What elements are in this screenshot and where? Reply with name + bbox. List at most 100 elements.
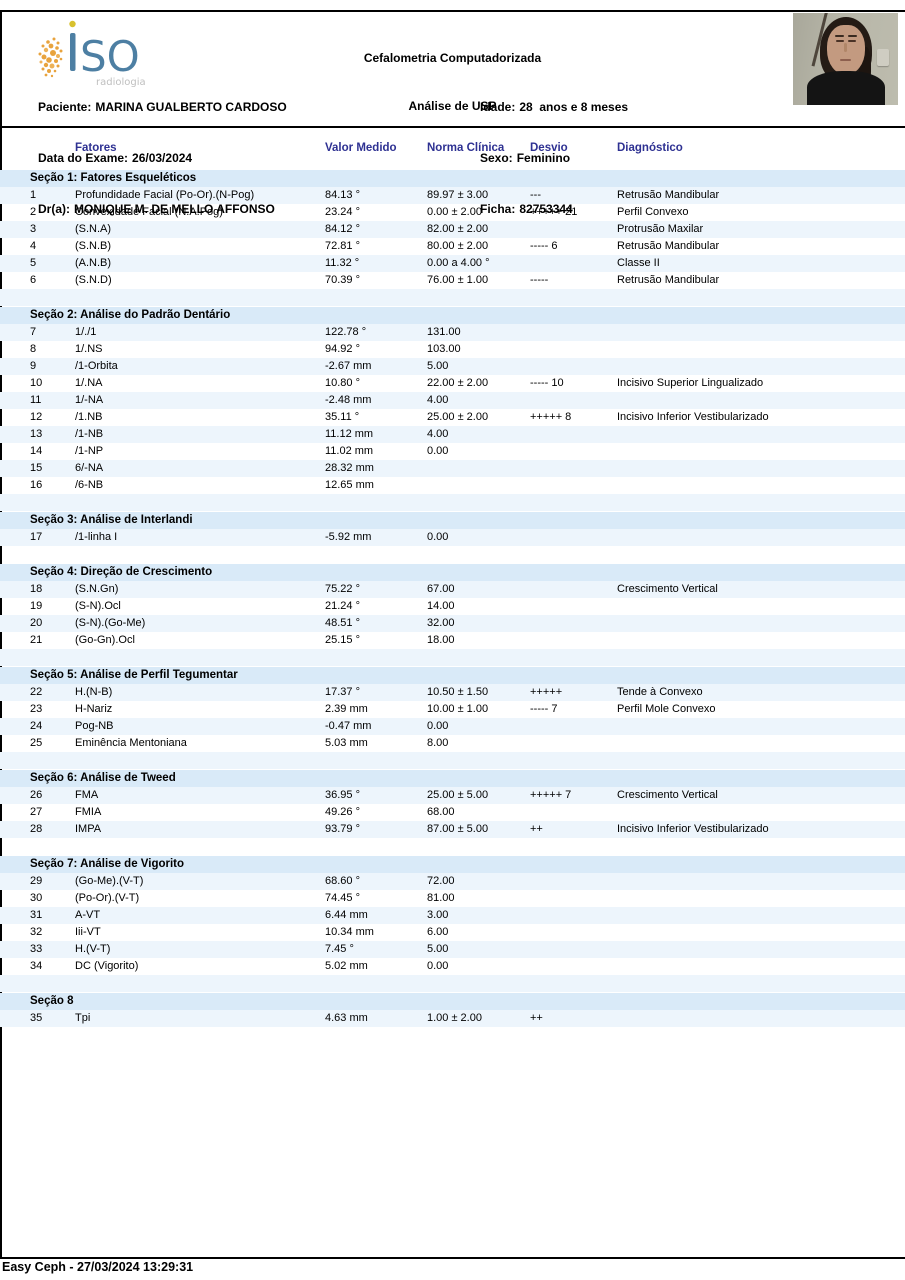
diagnosis-text (617, 443, 905, 460)
row-number: 11 (30, 394, 42, 406)
table-row: 33 H.(V-T) 7.45 ° 5.00 (0, 941, 905, 958)
age-line: Idade: 28 anos e 8 meses (480, 99, 628, 116)
factor-name: /1.NB (75, 411, 103, 423)
measured-value: 2.39 mm (325, 703, 368, 715)
table-section: Seção 5: Análise de Perfil Tegumentar 22 H… (0, 667, 905, 769)
measured-value: 7.45 ° (325, 943, 354, 955)
deviation-value (530, 615, 617, 632)
clinical-norm: 0.00 ± 2.00 (427, 206, 482, 218)
blank-spacer-row (0, 838, 905, 855)
clinical-norm: 72.00 (427, 875, 455, 887)
deviation-value (530, 358, 617, 375)
deviation-value (530, 958, 617, 975)
clinical-norm: 32.00 (427, 617, 455, 629)
row-number: 28 (30, 823, 43, 835)
table-header-row: Fatores Valor Medido Norma Clínica Desvi… (0, 140, 905, 157)
section-title: Seção 2: Análise do Padrão Dentário (0, 307, 905, 324)
diagnosis-text (617, 718, 905, 735)
measured-value: 35.11 ° (325, 411, 360, 423)
factor-name: Tpi (75, 1012, 91, 1024)
doctor-line: Dr(a): MONIQUE M. DE MELLO AFFONSO (38, 201, 287, 218)
report-title-line1: Cefalometria Computadorizada (363, 51, 542, 65)
table-row: 24 Pog-NB -0.47 mm 0.00 (0, 718, 905, 735)
deviation-value (530, 255, 617, 272)
left-border-rule (0, 10, 2, 1258)
diagnosis-text: Retrusão Mandibular (617, 189, 720, 201)
factor-name: Eminência Mentoniana (75, 737, 187, 749)
factor-name: A-VT (75, 909, 101, 921)
factor-name: (Go-Gn).Ocl (75, 634, 135, 646)
report-title-line2: Análise de USP (408, 99, 497, 113)
measured-value: 84.12 ° (325, 223, 360, 235)
table-row: 25 Eminência Mentoniana 5.03 mm 8.00 (0, 735, 905, 752)
table-row: 35 Tpi 4.63 mm 1.00 ± 2.00 ++ (0, 1010, 905, 1027)
patient-info-right: Idade: 28 anos e 8 meses Sexo: Feminino Fi… (480, 65, 628, 252)
diagnosis-text: Retrusão Mandibular (617, 240, 720, 252)
measured-value: 4.63 mm (325, 1012, 368, 1024)
measured-value: -5.92 mm (325, 531, 372, 543)
measured-value: -2.48 mm (325, 394, 372, 406)
blank-spacer-row (0, 289, 905, 306)
measured-value: 48.51 ° (325, 617, 360, 629)
row-number: 22 (30, 686, 43, 698)
table-section: Seção 4: Direção de Crescimento 18 (S.N.Gn… (0, 564, 905, 666)
measured-value: 94.92 ° (325, 343, 360, 355)
factor-name: (S.N.D) (75, 274, 112, 286)
measured-value: 28.32 mm (325, 462, 374, 474)
row-number: 13 (30, 428, 43, 440)
table-row: 1 Profundidade Facial (Po-Or).(N-Pog) 84.1… (0, 187, 905, 204)
table-section: Seção 8 35 Tpi 4.63 mm 1.00 ± 2.00 ++ (0, 993, 905, 1044)
footer-app-timestamp: Easy Ceph - 27/03/2024 13:29:31 (2, 1260, 194, 1274)
blank-spacer-row (0, 1027, 905, 1044)
section-title: Seção 8 (0, 993, 905, 1010)
diagnosis-text (617, 873, 905, 890)
deviation-value: ----- 10 (530, 377, 564, 389)
factor-name: (S-N).(Go-Me) (75, 617, 146, 629)
row-number: 15 (30, 462, 43, 474)
row-number: 32 (30, 926, 43, 938)
sex-line: Sexo: Feminino (480, 150, 628, 167)
deviation-value (530, 924, 617, 941)
section-title: Seção 7: Análise de Vigorito (0, 856, 905, 873)
column-factors-header: Fatores (75, 142, 117, 154)
table-section: Seção 1: Fatores Esqueléticos 1 Profundida… (0, 170, 905, 306)
doctor-name: MONIQUE M. DE MELLO AFFONSO (74, 202, 275, 216)
factor-name: (S.N.B) (75, 240, 112, 252)
diagnosis-text (617, 1010, 905, 1027)
measured-value: 10.34 mm (325, 926, 374, 938)
table-section: Seção 6: Análise de Tweed 26 FMA 36.95 ° 25.… (0, 770, 905, 855)
row-number: 30 (30, 892, 43, 904)
factor-name: /1-Orbita (75, 360, 118, 372)
diagnosis-text: Crescimento Vertical (617, 583, 718, 595)
row-number: 17 (30, 531, 43, 543)
factor-name: /6-NB (75, 479, 104, 491)
clinical-norm: 10.00 ± 1.00 (427, 703, 489, 715)
deviation-value (530, 426, 617, 443)
record-number: 82753344 (519, 202, 573, 216)
deviation-value (530, 632, 617, 649)
clinical-norm: 82.00 ± 2.00 (427, 223, 489, 235)
table-row: 26 FMA 36.95 ° 25.00 ± 5.00 +++++ 7 Crescimen… (0, 787, 905, 804)
deviation-value (530, 443, 617, 460)
section-title: Seção 1: Fatores Esqueléticos (0, 170, 905, 187)
measured-value: 25.15 ° (325, 634, 360, 646)
measured-value: 75.22 ° (325, 583, 360, 595)
section-title: Seção 3: Análise de Interlandi (0, 512, 905, 529)
table-row: 32 Iii-VT 10.34 mm 6.00 (0, 924, 905, 941)
diagnosis-text (617, 924, 905, 941)
table-row: 8 1/.NS 94.92 ° 103.00 (0, 341, 905, 358)
table-row: 12/1.NB 35.11 ° 25.00 ± 2.00 +++++ 8 Incisiv… (0, 409, 905, 426)
table-row: 7 1/./1 122.78 ° 131.00 (0, 324, 905, 341)
deviation-value (530, 718, 617, 735)
measured-value: 5.03 mm (325, 737, 368, 749)
measured-value: 84.13 ° (325, 189, 360, 201)
table-section: Seção 2: Análise do Padrão Dentário 7 1/./… (0, 307, 905, 511)
diagnosis-text (617, 907, 905, 924)
clinical-norm (427, 460, 530, 477)
diagnosis-text (617, 529, 905, 546)
measured-value: 93.79 ° (325, 823, 360, 835)
row-number: 18 (30, 583, 43, 595)
clinical-norm: 80.00 ± 2.00 (427, 240, 489, 252)
clinical-norm: 25.00 ± 5.00 (427, 789, 489, 801)
factor-name: IMPA (75, 823, 102, 835)
